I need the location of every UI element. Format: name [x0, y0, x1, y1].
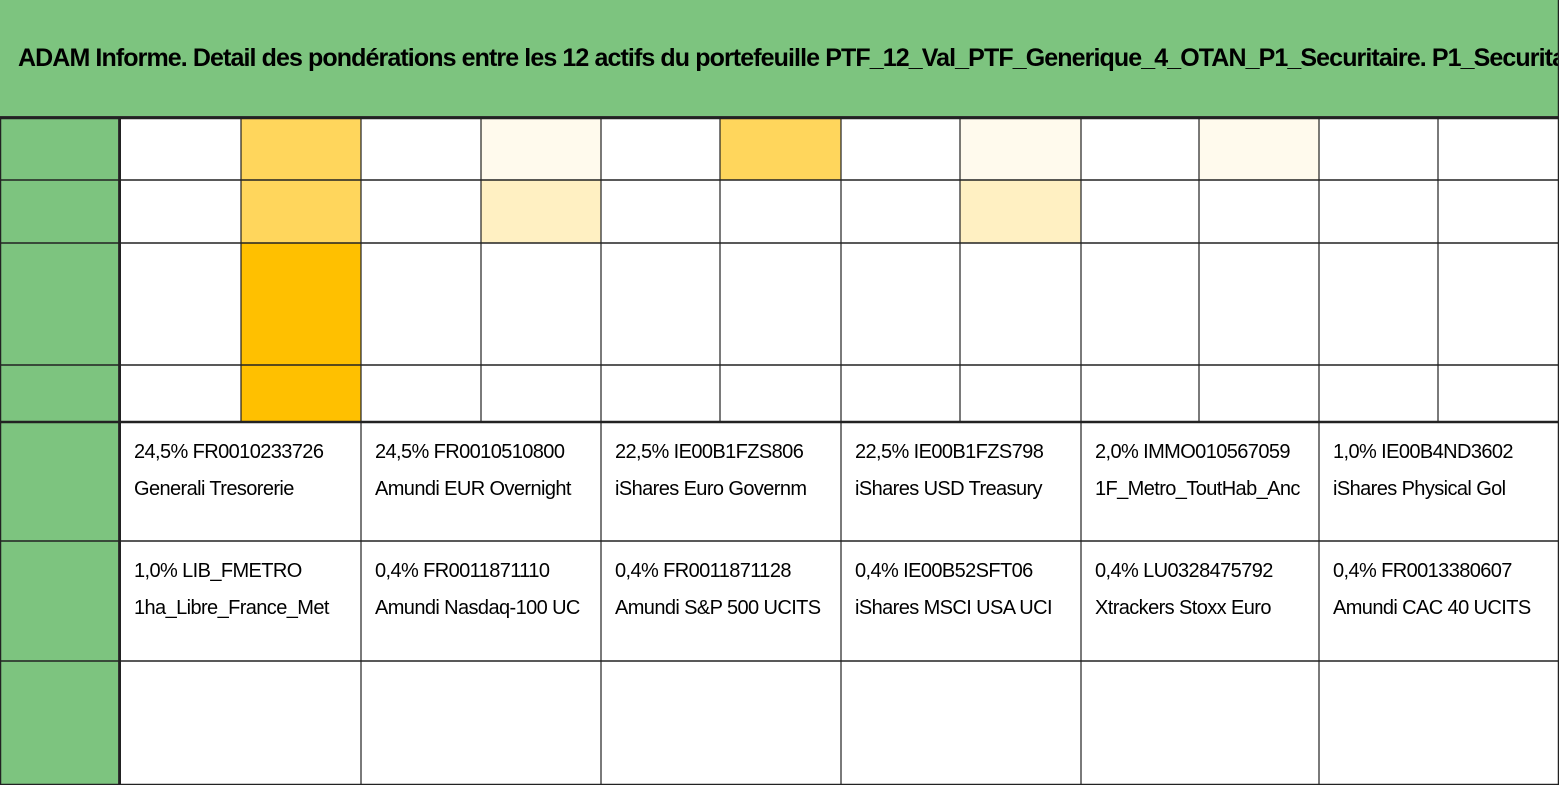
asset-cell[interactable]: [601, 661, 841, 785]
asset-group-header: [0, 541, 120, 661]
asset-cell[interactable]: 0,4% FR0011871128 Amundi S&P 500 UCITS: [601, 541, 841, 661]
category-name[interactable]: [601, 118, 720, 180]
asset-cell[interactable]: [1081, 661, 1319, 785]
category-name[interactable]: [841, 118, 960, 180]
asset-weight-isin: 2,0% IMMO010567059: [1095, 441, 1290, 463]
asset-cell[interactable]: [841, 661, 1081, 785]
category-name[interactable]: [601, 180, 720, 243]
weight-value[interactable]: [960, 118, 1081, 180]
asset-weight-isin: 24,5% FR0010233726: [134, 441, 324, 463]
asset-weight-isin: 0,4% FR0011871128: [615, 560, 791, 582]
asset-weight-isin: 1,0% LIB_FMETRO: [134, 560, 302, 582]
asset-fund-name: 1ha_Libre_France_Met: [134, 597, 329, 619]
weight-value[interactable]: [481, 243, 601, 365]
asset-weight-isin: 0,4% IE00B52SFT06: [855, 560, 1033, 582]
row-header: [0, 180, 120, 243]
category-name[interactable]: [601, 365, 720, 422]
asset-fund-name: iShares MSCI USA UCI: [855, 597, 1053, 619]
asset-fund-name: Amundi CAC 40 UCITS: [1333, 597, 1531, 619]
asset-cell[interactable]: 22,5% IE00B1FZS798 iShares USD Treasury: [841, 422, 1081, 541]
weight-value[interactable]: [1438, 118, 1559, 180]
category-name[interactable]: [120, 365, 241, 422]
asset-group-header: [0, 661, 120, 785]
category-name[interactable]: [120, 180, 241, 243]
asset-cell[interactable]: 24,5% FR0010233726 Generali Tresorerie: [120, 422, 361, 541]
weight-value[interactable]: [960, 180, 1081, 243]
asset-fund-name: iShares USD Treasury: [855, 478, 1043, 500]
category-name[interactable]: [120, 118, 241, 180]
weight-value[interactable]: [1438, 365, 1559, 422]
weight-value[interactable]: [241, 180, 361, 243]
asset-weight-isin: 0,4% LU0328475792: [1095, 560, 1273, 582]
weight-value[interactable]: [481, 365, 601, 422]
asset-cell[interactable]: [120, 661, 361, 785]
category-name[interactable]: [1081, 118, 1199, 180]
weight-value[interactable]: [1199, 243, 1319, 365]
weight-value[interactable]: [720, 365, 841, 422]
category-name[interactable]: [361, 180, 481, 243]
weight-value[interactable]: [1199, 180, 1319, 243]
weight-value[interactable]: [720, 243, 841, 365]
weight-value[interactable]: [1438, 180, 1559, 243]
asset-weight-isin: 0,4% FR0011871110: [375, 560, 550, 582]
category-name[interactable]: [1081, 365, 1199, 422]
category-name[interactable]: [1081, 180, 1199, 243]
weight-value[interactable]: [241, 118, 361, 180]
asset-weight-isin: 0,4% FR0013380607: [1333, 560, 1512, 582]
asset-weight-isin: 1,0% IE00B4ND3602: [1333, 441, 1514, 463]
category-name[interactable]: [841, 365, 960, 422]
asset-group-header: [0, 422, 120, 541]
weight-value[interactable]: [720, 118, 841, 180]
category-name[interactable]: [1319, 180, 1438, 243]
asset-cell[interactable]: 1,0% LIB_FMETRO 1ha_Libre_France_Met: [120, 541, 361, 661]
category-name[interactable]: [120, 243, 241, 365]
category-name[interactable]: [361, 365, 481, 422]
asset-cell[interactable]: 0,4% IE00B52SFT06 iShares MSCI USA UCI: [841, 541, 1081, 661]
category-name[interactable]: [361, 118, 481, 180]
weight-value[interactable]: [481, 118, 601, 180]
asset-weight-isin: 22,5% IE00B1FZS798: [855, 441, 1044, 463]
weight-value[interactable]: [481, 180, 601, 243]
weight-value[interactable]: [1199, 118, 1319, 180]
asset-fund-name: iShares Euro Governm: [615, 478, 807, 500]
asset-fund-name: Amundi EUR Overnight: [375, 478, 571, 500]
asset-fund-name: 1F_Metro_ToutHab_Anc: [1095, 478, 1300, 500]
asset-cell[interactable]: [1319, 661, 1559, 785]
weight-value[interactable]: [241, 243, 361, 365]
weight-value[interactable]: [720, 180, 841, 243]
category-name[interactable]: [361, 243, 481, 365]
report-title: ADAM Informe. Detail des pondérations en…: [0, 0, 1559, 118]
category-name[interactable]: [1319, 243, 1438, 365]
asset-cell[interactable]: 0,4% FR0011871110 Amundi Nasdaq-100 UC: [361, 541, 601, 661]
asset-cell[interactable]: [361, 661, 601, 785]
asset-fund-name: Amundi Nasdaq-100 UC: [375, 597, 580, 619]
category-name[interactable]: [1081, 243, 1199, 365]
row-header: [0, 118, 120, 180]
asset-cell[interactable]: 1,0% IE00B4ND3602 iShares Physical Gol: [1319, 422, 1559, 541]
category-name[interactable]: [841, 243, 960, 365]
asset-fund-name: Generali Tresorerie: [134, 478, 294, 500]
asset-cell[interactable]: 22,5% IE00B1FZS806 iShares Euro Governm: [601, 422, 841, 541]
asset-cell[interactable]: 0,4% LU0328475792 Xtrackers Stoxx Euro: [1081, 541, 1319, 661]
category-name[interactable]: [601, 243, 720, 365]
row-header: [0, 365, 120, 422]
asset-fund-name: iShares Physical Gol: [1333, 478, 1506, 500]
category-name[interactable]: [841, 180, 960, 243]
asset-weight-isin: 24,5% FR0010510800: [375, 441, 565, 463]
asset-weight-isin: 22,5% IE00B1FZS806: [615, 441, 804, 463]
weight-value[interactable]: [241, 365, 361, 422]
asset-cell[interactable]: 24,5% FR0010510800 Amundi EUR Overnight: [361, 422, 601, 541]
category-name[interactable]: [1319, 118, 1438, 180]
row-header: [0, 243, 120, 365]
weight-value[interactable]: [960, 243, 1081, 365]
asset-cell[interactable]: 2,0% IMMO010567059 1F_Metro_ToutHab_Anc: [1081, 422, 1319, 541]
category-name[interactable]: [1319, 365, 1438, 422]
weight-value[interactable]: [1199, 365, 1319, 422]
weight-value[interactable]: [960, 365, 1081, 422]
asset-fund-name: Amundi S&P 500 UCITS: [615, 597, 821, 619]
asset-fund-name: Xtrackers Stoxx Euro: [1095, 597, 1271, 619]
asset-cell[interactable]: 0,4% FR0013380607 Amundi CAC 40 UCITS: [1319, 541, 1559, 661]
weight-value[interactable]: [1438, 243, 1559, 365]
